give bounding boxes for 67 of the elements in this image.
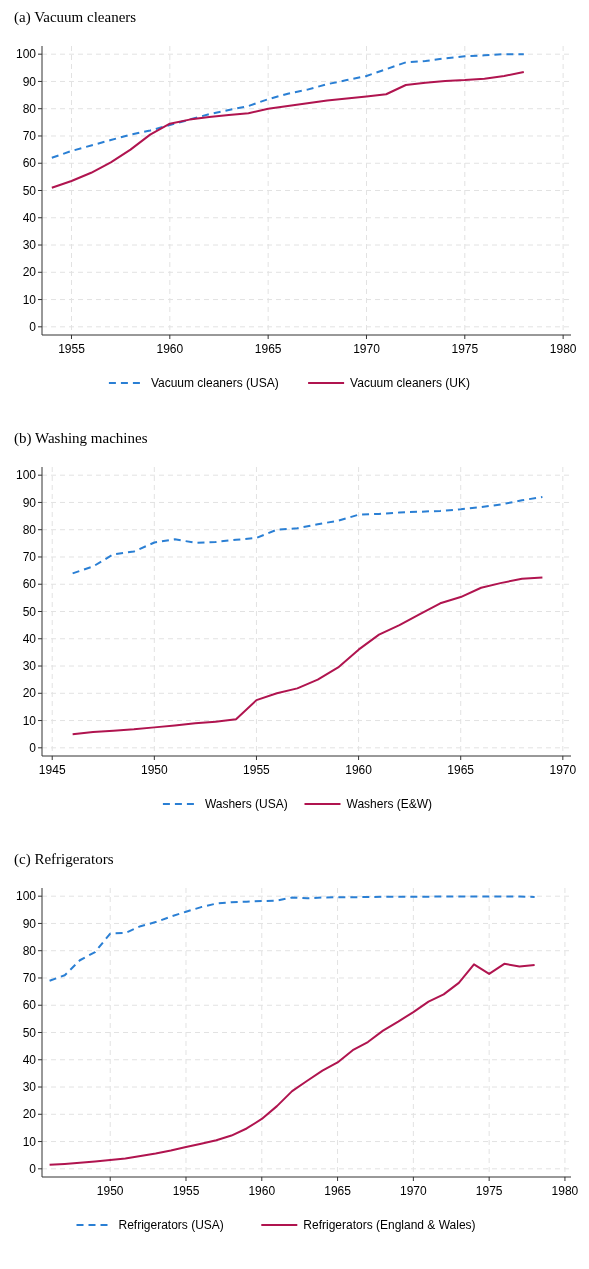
y-tick-label: 10 <box>22 713 37 728</box>
chart-title: (b) Washing machines <box>14 430 148 447</box>
y-tick-label: 70 <box>22 129 37 144</box>
y-tick-label: 60 <box>22 998 37 1013</box>
x-tick-label: 1950 <box>140 763 169 777</box>
line-series <box>48 962 536 1166</box>
y-tick-label: 60 <box>22 577 37 592</box>
x-tick-label: 1975 <box>475 1184 503 1198</box>
chart-title: (c) Refrigerators <box>14 851 114 868</box>
line-series <box>50 70 525 189</box>
y-tick-label: 80 <box>22 522 37 537</box>
y-tick-label: 50 <box>22 1025 37 1040</box>
legend-label: Refrigerators (USA) <box>118 1218 224 1233</box>
y-tick-label: 40 <box>22 1052 37 1067</box>
x-tick-label: 1965 <box>447 763 475 777</box>
legend-label: Vacuum cleaners (USA) <box>150 376 279 391</box>
y-tick-label: 90 <box>22 916 37 931</box>
y-tick-label: 10 <box>22 292 37 307</box>
y-tick-label: 100 <box>15 889 37 904</box>
y-tick-label: 20 <box>22 1107 37 1122</box>
chart-title: (a) Vacuum cleaners <box>14 9 137 26</box>
legend-label: Vacuum cleaners (UK) <box>350 376 470 391</box>
y-tick-label: 60 <box>22 156 37 171</box>
line-series <box>71 576 544 736</box>
legend-label: Washers (E&W) <box>346 797 433 812</box>
y-tick-label: 30 <box>22 659 37 674</box>
x-tick-label: 1980 <box>551 1184 579 1198</box>
x-tick-label: 1960 <box>156 342 184 356</box>
y-tick-label: 80 <box>22 101 37 116</box>
y-tick-label: 80 <box>22 943 37 958</box>
y-tick-label: 20 <box>22 686 37 701</box>
x-tick-label: 1965 <box>254 342 282 356</box>
x-tick-label: 1955 <box>58 342 86 356</box>
x-tick-label: 1965 <box>324 1184 352 1198</box>
x-tick-label: 1955 <box>243 763 271 777</box>
y-tick-label: 20 <box>22 265 37 280</box>
y-tick-label: 0 <box>29 1162 37 1177</box>
x-tick-label: 1970 <box>549 763 577 777</box>
x-tick-label: 1950 <box>96 1184 124 1198</box>
y-tick-label: 30 <box>22 238 37 253</box>
y-tick-label: 10 <box>22 1134 37 1149</box>
y-tick-label: 40 <box>22 631 37 646</box>
x-tick-label: 1970 <box>400 1184 428 1198</box>
y-tick-label: 100 <box>15 47 37 62</box>
y-tick-label: 0 <box>29 741 37 756</box>
y-tick-label: 40 <box>22 210 37 225</box>
y-tick-label: 100 <box>15 468 37 483</box>
y-tick-label: 90 <box>22 495 37 510</box>
x-tick-label: 1975 <box>451 342 479 356</box>
y-tick-label: 50 <box>22 183 37 198</box>
y-tick-label: 0 <box>29 320 37 335</box>
y-tick-label: 30 <box>22 1080 37 1095</box>
y-tick-label: 50 <box>22 604 37 619</box>
line-series <box>71 495 544 575</box>
legend-label: Washers (USA) <box>204 797 288 812</box>
line-series <box>48 895 536 982</box>
legend-label: Refrigerators (England & Wales) <box>303 1218 476 1233</box>
x-tick-label: 1955 <box>172 1184 200 1198</box>
y-tick-label: 70 <box>22 971 37 986</box>
x-tick-label: 1945 <box>38 763 66 777</box>
x-tick-label: 1980 <box>549 342 577 356</box>
line-series <box>50 53 525 159</box>
y-tick-label: 70 <box>22 550 37 565</box>
x-tick-label: 1970 <box>353 342 381 356</box>
x-tick-label: 1960 <box>345 763 373 777</box>
x-tick-label: 1960 <box>248 1184 276 1198</box>
y-tick-label: 90 <box>22 74 37 89</box>
